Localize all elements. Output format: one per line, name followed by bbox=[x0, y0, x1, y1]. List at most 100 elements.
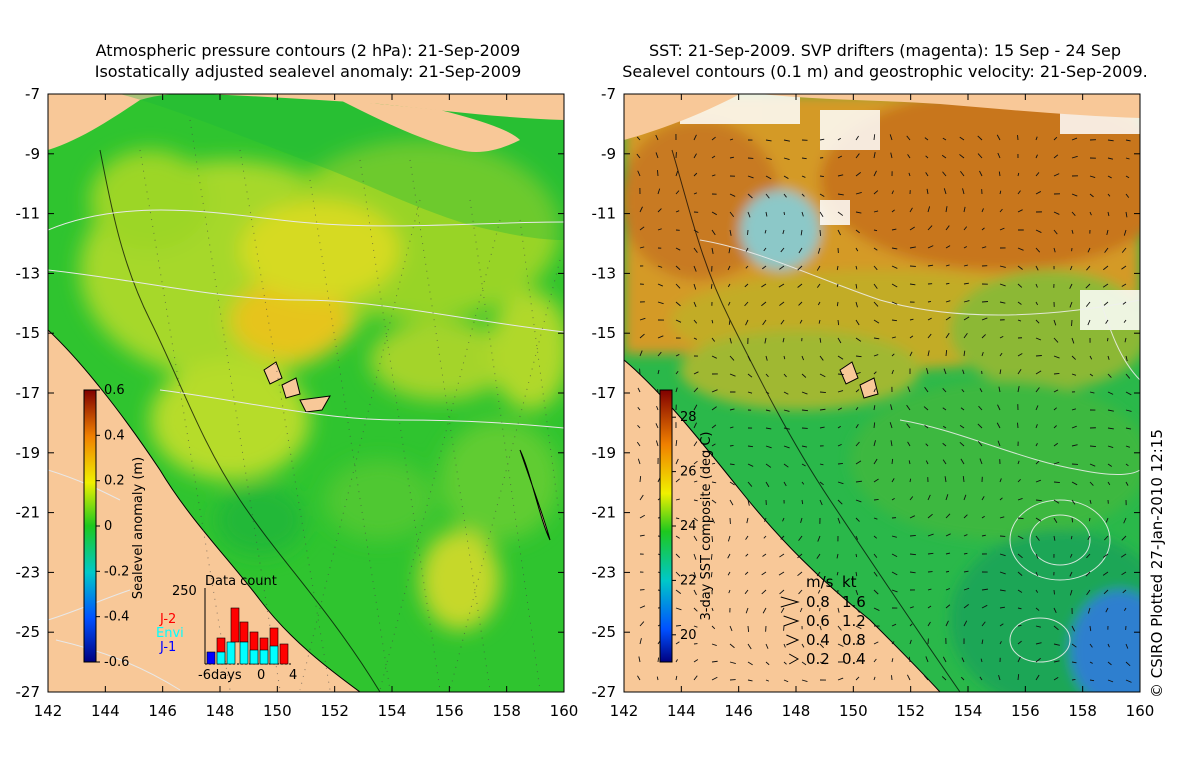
velocity-legend-arrow bbox=[783, 615, 800, 627]
y-tick-label: -9 bbox=[601, 145, 616, 163]
velocity-legend-kt-header: kt bbox=[842, 573, 857, 591]
x-tick-label: 142 bbox=[34, 702, 63, 720]
colorbar-tick-label: 0.2 bbox=[104, 474, 125, 489]
x-tick-label: 150 bbox=[263, 702, 292, 720]
png-land bbox=[200, 94, 564, 120]
y-tick-label: -7 bbox=[25, 85, 40, 103]
x-tick-label: 160 bbox=[550, 702, 579, 720]
y-tick-label: -11 bbox=[16, 205, 41, 223]
legend-envi: Envi bbox=[156, 626, 184, 641]
velocity-legend-ms: 0.4 bbox=[806, 631, 830, 649]
x-tick-label: 158 bbox=[1068, 702, 1097, 720]
y-tick-label: -25 bbox=[16, 623, 41, 641]
y-tick-label: -11 bbox=[592, 205, 617, 223]
velocity-legend-ms-header: m/s bbox=[806, 573, 834, 591]
altimeter-tracks bbox=[139, 119, 561, 691]
y-tick-label: -15 bbox=[592, 324, 617, 342]
y-tick-label: -9 bbox=[25, 145, 40, 163]
x-tick-label: 154 bbox=[378, 702, 407, 720]
velocity-legend-kt: 1.2 bbox=[842, 612, 866, 630]
velocity-legend-kt: 1.6 bbox=[842, 593, 866, 611]
colorbar-tick-label: 22 bbox=[680, 573, 697, 588]
sealevel-contours bbox=[699, 239, 1140, 663]
australia-land bbox=[48, 330, 360, 692]
y-tick-label: -13 bbox=[592, 264, 617, 282]
data-count-title: Data count bbox=[205, 574, 277, 589]
data-count-x-label-start: -6days bbox=[198, 668, 242, 683]
data-count-ymax: 250 bbox=[172, 584, 197, 599]
y-tick-label: -17 bbox=[592, 384, 617, 402]
colorbar-tick-label: 26 bbox=[680, 465, 697, 480]
axes: 142 144 146 148 150 152 154 156 158 160 -7 -9 -11 -13… bbox=[16, 85, 1155, 720]
velocity-legend-arrow bbox=[780, 596, 800, 608]
x-tick-label: 146 bbox=[148, 702, 177, 720]
sealevel-colorbar: 0.6 0.4 0.2 0 -0.2 -0.4 -0.6 Sealevel anomaly … bbox=[83, 383, 146, 670]
velocity-legend-ms: 0.8 bbox=[806, 593, 830, 611]
y-tick-label: -19 bbox=[592, 444, 617, 462]
y-tick-label: -17 bbox=[16, 384, 41, 402]
y-tick-label: -21 bbox=[16, 504, 41, 522]
colorbar-tick-label: -0.2 bbox=[104, 564, 129, 579]
x-tick-label: 158 bbox=[492, 702, 521, 720]
y-tick-label: -27 bbox=[592, 683, 617, 701]
colorbar-tick-label: -0.4 bbox=[104, 610, 129, 625]
credit-text: © CSIRO Plotted 27-Jan-2010 12:15 bbox=[1148, 429, 1166, 698]
colorbar-tick-label: -0.6 bbox=[104, 655, 129, 670]
right-title-line1: SST: 21-Sep-2009. SVP drifters (magenta)… bbox=[649, 41, 1121, 60]
y-tick-label: -21 bbox=[592, 504, 617, 522]
y-tick-label: -19 bbox=[16, 444, 41, 462]
sst-colorbar: 28 26 24 22 20 3-day SST composite (deg C) bbox=[659, 389, 714, 663]
right-title-line2: Sealevel contours (0.1 m) and geostrophi… bbox=[622, 62, 1148, 81]
colorbar-tick-label: 20 bbox=[680, 628, 697, 643]
x-tick-label: 160 bbox=[1126, 702, 1155, 720]
x-tick-label: 152 bbox=[896, 702, 925, 720]
sst-map bbox=[624, 94, 1140, 692]
sealevel-colorbar-label: Sealevel anomaly (m) bbox=[131, 457, 146, 599]
left-title-line2: Isostatically adjusted sealevel anomaly:… bbox=[94, 62, 522, 81]
velocity-legend-kt: 0.4 bbox=[842, 650, 866, 668]
data-count-x-label-zero: 0 bbox=[257, 668, 265, 683]
australia-land-right bbox=[624, 360, 940, 692]
sst-colorbar-label: 3-day SST composite (deg C) bbox=[699, 431, 714, 620]
colorbar-tick-label: 0 bbox=[104, 519, 112, 534]
colorbar-tick-label: 0.4 bbox=[104, 428, 125, 443]
data-count-x-label-end: 4 bbox=[289, 668, 297, 683]
data-count-bars bbox=[206, 607, 289, 665]
x-tick-label: 148 bbox=[206, 702, 235, 720]
y-tick-label: -23 bbox=[16, 563, 41, 581]
sst-field bbox=[624, 94, 1140, 692]
x-tick-label: 154 bbox=[954, 702, 983, 720]
x-tick-label: 150 bbox=[839, 702, 868, 720]
x-tick-label: 156 bbox=[435, 702, 464, 720]
velocity-legend-arrow bbox=[788, 653, 800, 665]
y-tick-label: -13 bbox=[16, 264, 41, 282]
right-title: SST: 21-Sep-2009. SVP drifters (magenta)… bbox=[610, 40, 1160, 82]
y-tick-label: -23 bbox=[592, 563, 617, 581]
x-tick-label: 146 bbox=[724, 702, 753, 720]
x-tick-label: 152 bbox=[320, 702, 349, 720]
data-count-inset: Data count 250 J-2 Envi bbox=[156, 574, 297, 683]
y-tick-label: -25 bbox=[592, 623, 617, 641]
velocity-legend-arrow bbox=[786, 634, 800, 646]
colorbar-tick-label: 28 bbox=[680, 410, 697, 425]
velocity-legend-ms: 0.2 bbox=[806, 650, 830, 668]
y-tick-label: -27 bbox=[16, 683, 41, 701]
y-tick-label: -7 bbox=[601, 85, 616, 103]
colorbar-tick-label: 0.6 bbox=[104, 383, 125, 398]
velocity-vectors bbox=[636, 134, 1132, 683]
x-tick-label: 156 bbox=[1011, 702, 1040, 720]
velocity-legend-ms: 0.6 bbox=[806, 612, 830, 630]
x-tick-label: 144 bbox=[667, 702, 696, 720]
velocity-legend: m/s kt 0.8 1.60.6 1.20.4 0.80.2 0.4 bbox=[780, 573, 866, 668]
left-title-line1: Atmospheric pressure contours (2 hPa): 2… bbox=[95, 41, 521, 60]
sealevel-map bbox=[48, 94, 564, 692]
left-title: Atmospheric pressure contours (2 hPa): 2… bbox=[48, 40, 568, 82]
x-tick-label: 144 bbox=[91, 702, 120, 720]
pressure-contours bbox=[48, 209, 564, 691]
velocity-legend-kt: 0.8 bbox=[842, 631, 866, 649]
legend-j2: J-2 bbox=[159, 612, 176, 627]
colorbar-tick-label: 24 bbox=[680, 519, 697, 534]
x-tick-label: 142 bbox=[610, 702, 639, 720]
